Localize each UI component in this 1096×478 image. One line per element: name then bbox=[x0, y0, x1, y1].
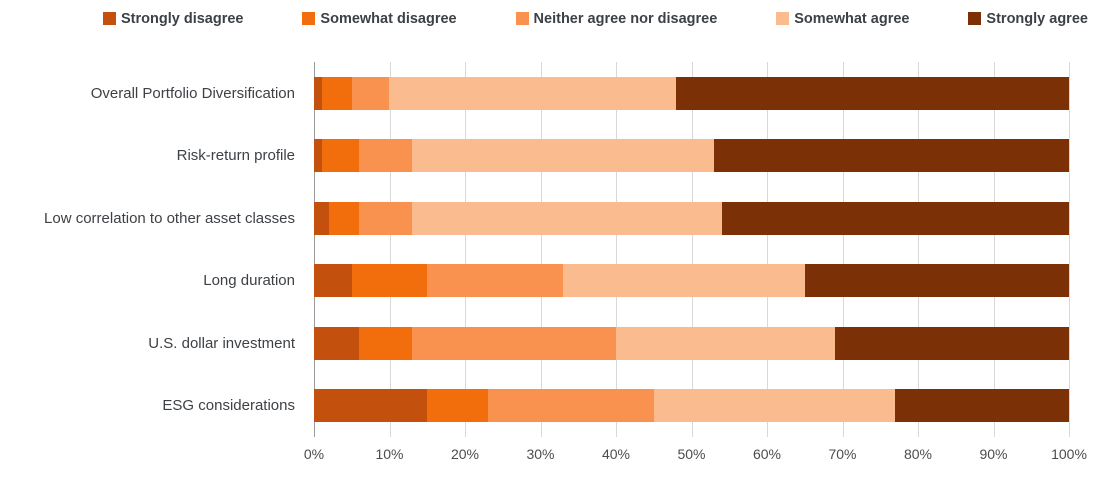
x-axis: 0% 10% 20% 30% 40% 50% 60% 70% 80% 90% 100% bbox=[304, 437, 1087, 471]
bar-segment-somewhat-agree bbox=[389, 76, 677, 110]
bar-track bbox=[314, 326, 1069, 360]
x-tick-label: 30% bbox=[526, 446, 555, 462]
bar-segment-strongly-agree bbox=[714, 139, 1069, 173]
legend-item-strongly-agree: Strongly agree bbox=[968, 11, 1088, 27]
legend-swatch-icon bbox=[776, 12, 790, 25]
category-label: ESG considerations bbox=[162, 397, 295, 415]
x-tick-label: 40% bbox=[601, 446, 631, 462]
bar-segment-strongly-agree bbox=[676, 76, 1069, 110]
category-label: Low correlation to other asset classes bbox=[44, 209, 295, 227]
gridline bbox=[842, 62, 844, 437]
bar-segment-somewhat-agree bbox=[563, 264, 805, 298]
legend-label: Somewhat agree bbox=[794, 10, 910, 27]
category-label: Long duration bbox=[203, 272, 295, 290]
x-tick-label: 80% bbox=[903, 446, 933, 462]
legend-swatch-icon bbox=[103, 12, 116, 25]
bar-segment-somewhat-disagree bbox=[351, 264, 428, 298]
legend-label: Strongly agree bbox=[986, 10, 1088, 27]
x-tick-label: 60% bbox=[752, 446, 782, 462]
legend-swatch-icon bbox=[302, 12, 316, 25]
x-tick-label: 10% bbox=[375, 446, 404, 462]
bar-segment-strongly-disagree bbox=[314, 201, 330, 235]
gridline bbox=[1069, 62, 1070, 437]
gridline bbox=[993, 62, 995, 437]
gridline bbox=[691, 62, 693, 437]
x-tick-label: 20% bbox=[450, 446, 480, 462]
bar-segment-neither-agree-nor-disagree bbox=[351, 76, 390, 110]
bar-segment-somewhat-disagree bbox=[427, 389, 488, 423]
bar-row-low-correlation-to-other-asset-classes: Low correlation to other asset classes bbox=[0, 187, 1096, 250]
bar-segment-strongly-agree bbox=[834, 326, 1069, 360]
legend-label: Somewhat disagree bbox=[320, 10, 457, 27]
legend-item-somewhat-agree: Somewhat agree bbox=[776, 11, 909, 27]
gridline bbox=[389, 62, 391, 437]
bar-segment-somewhat-disagree bbox=[359, 326, 413, 360]
x-tick-label: 50% bbox=[677, 446, 706, 462]
bar-segment-somewhat-agree bbox=[412, 139, 715, 173]
bar-segment-somewhat-disagree bbox=[321, 76, 352, 110]
bar-track bbox=[314, 139, 1069, 173]
gridline bbox=[616, 62, 617, 437]
bar-segment-neither-agree-nor-disagree bbox=[487, 389, 654, 423]
bar-row-esg-considerations: ESG considerations bbox=[0, 375, 1096, 438]
gridline bbox=[767, 62, 768, 437]
chart-legend: Strongly disagree Somewhat disagree Neithe… bbox=[103, 8, 1088, 29]
bar-segment-somewhat-agree bbox=[615, 326, 835, 360]
bar-segment-strongly-disagree bbox=[314, 389, 428, 423]
bar-segment-somewhat-disagree bbox=[321, 139, 360, 173]
bar-segment-neither-agree-nor-disagree bbox=[359, 201, 413, 235]
bar-row-long-duration: Long duration bbox=[0, 250, 1096, 313]
x-tick-label: 100% bbox=[1051, 446, 1087, 462]
bar-segment-somewhat-agree bbox=[412, 201, 722, 235]
bar-track bbox=[314, 76, 1069, 110]
legend-item-neither-agree-nor-disagree: Neither agree nor disagree bbox=[515, 10, 718, 27]
bar-segment-strongly-disagree bbox=[314, 139, 322, 173]
bar-row-risk-return-profile: Risk-return profile bbox=[0, 125, 1096, 188]
bar-segment-strongly-agree bbox=[895, 389, 1069, 423]
bar-segment-strongly-agree bbox=[721, 201, 1069, 235]
bar-track bbox=[314, 389, 1069, 423]
legend-label: Neither agree nor disagree bbox=[533, 10, 718, 27]
bar-segment-somewhat-agree bbox=[653, 389, 896, 423]
legend-swatch-icon bbox=[515, 12, 529, 25]
bar-segment-strongly-disagree bbox=[314, 76, 322, 110]
bar-row-u-s-dollar-investment: U.S. dollar investment bbox=[0, 312, 1096, 375]
grid-overlay bbox=[314, 62, 1070, 437]
legend-item-somewhat-disagree: Somewhat disagree bbox=[302, 10, 457, 27]
legend-item-strongly-disagree: Strongly disagree bbox=[103, 11, 243, 27]
category-label: U.S. dollar investment bbox=[148, 334, 295, 352]
bar-segment-strongly-agree bbox=[804, 264, 1069, 298]
bar-segment-strongly-disagree bbox=[314, 264, 352, 298]
gridline bbox=[465, 62, 466, 437]
bar-rows: Overall Portfolio Diversification Risk-re… bbox=[0, 62, 1096, 437]
category-label: Overall Portfolio Diversification bbox=[90, 84, 295, 102]
plot-area: Overall Portfolio Diversification Risk-re… bbox=[0, 62, 1096, 437]
legend-label: Strongly disagree bbox=[121, 10, 244, 27]
category-label: Risk-return profile bbox=[176, 147, 295, 165]
bar-segment-neither-agree-nor-disagree bbox=[359, 139, 413, 173]
bar-segment-somewhat-disagree bbox=[329, 201, 360, 235]
gridline bbox=[540, 62, 542, 437]
bar-track bbox=[314, 264, 1069, 298]
bar-segment-neither-agree-nor-disagree bbox=[427, 264, 564, 298]
x-tick-label: 90% bbox=[979, 446, 1008, 462]
bar-segment-neither-agree-nor-disagree bbox=[412, 326, 616, 360]
gridline bbox=[918, 62, 919, 437]
bar-track bbox=[314, 201, 1069, 235]
bar-segment-strongly-disagree bbox=[314, 326, 360, 360]
legend-swatch-icon bbox=[968, 12, 982, 25]
bar-row-overall-portfolio-diversification: Overall Portfolio Diversification bbox=[0, 62, 1096, 125]
x-tick-label: 70% bbox=[828, 446, 857, 462]
y-axis-line bbox=[314, 62, 315, 437]
x-tick-label: 0% bbox=[303, 446, 325, 462]
